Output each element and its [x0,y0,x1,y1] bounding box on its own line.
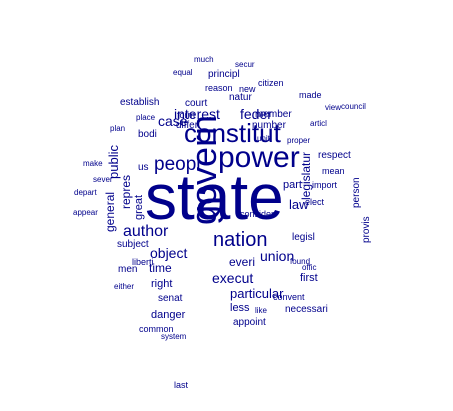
word-like: like [255,306,268,315]
word-part: part [283,179,302,191]
word-great: great [133,194,145,220]
word-articl: articl [310,119,327,128]
word-constitut: constitut [184,118,281,148]
word-establish: establish [120,97,160,108]
word-state: state [145,161,284,233]
word-liberti: liberti [132,257,154,267]
word-either: either [114,282,135,291]
word-form: form [177,110,195,120]
word-danger: danger [151,309,186,321]
word-right: right [151,278,173,290]
word-appear: appear [73,208,98,217]
word-repres: repres [119,174,133,209]
word-differ: differ [176,120,199,131]
word-less: less [230,302,250,314]
word-view: view [325,103,342,112]
word-natur: natur [229,92,252,103]
word-principl: principl [208,69,240,80]
word-legislatur: legislatur [299,151,313,200]
word-member: member [255,109,292,120]
word-execut: execut [212,270,254,286]
word-place: place [136,113,156,122]
word-case: case [158,113,188,129]
word-bodi: bodi [138,129,157,140]
word-men: men [118,264,138,275]
word-power: power [218,141,300,174]
word-depart: depart [74,188,97,197]
word-reason: reason [205,83,233,93]
word-last: last [174,380,189,390]
word-law: law [289,197,309,212]
word-make: make [83,159,103,168]
word-court: court [185,98,208,109]
word-offic: offic [302,263,317,272]
word-consider: consider [240,209,275,219]
word-everi: everi [229,255,256,269]
word-made: made [299,90,322,100]
word-appoint: appoint [233,317,266,328]
word-public: public [106,145,121,179]
word-interest: interest [174,106,220,122]
word-elect: elect [305,197,325,207]
word-mean: mean [322,166,345,176]
word-convent: convent [273,292,305,302]
word-particular: particular [230,286,284,301]
word-author: author [123,223,169,240]
word-plan: plan [110,124,126,133]
word-system: system [161,332,187,341]
word-time: time [149,261,172,275]
word-object: object [150,245,188,261]
word-secur: secur [235,60,255,69]
word-nation: nation [213,229,268,251]
word-citizen: citizen [258,78,284,88]
word-new: new [239,84,256,94]
word-council: council [341,102,366,111]
word-respect: respect [318,150,351,161]
word-feder: feder [240,106,272,122]
word-common: common [139,324,174,334]
word-us: us [138,162,149,173]
word-number: number [252,120,286,131]
word-peopl: peopl [154,154,201,175]
word-much: much [194,55,214,64]
word-necessari: necessari [285,304,328,315]
word-equal: equal [173,68,193,77]
word-proper: proper [287,136,311,145]
word-union: union [260,248,295,264]
word-first: first [300,272,318,284]
word-found: found [290,257,311,266]
word-provis: provis [361,216,372,243]
word-legisl: legisl [292,232,315,243]
word-senat: senat [158,293,183,304]
word-general: general [103,191,117,232]
word-import: import [312,180,338,190]
word-subject: subject [117,239,149,250]
word-person: person [351,177,362,208]
word-unit: unit [257,134,270,143]
word-sever: sever [93,175,113,184]
